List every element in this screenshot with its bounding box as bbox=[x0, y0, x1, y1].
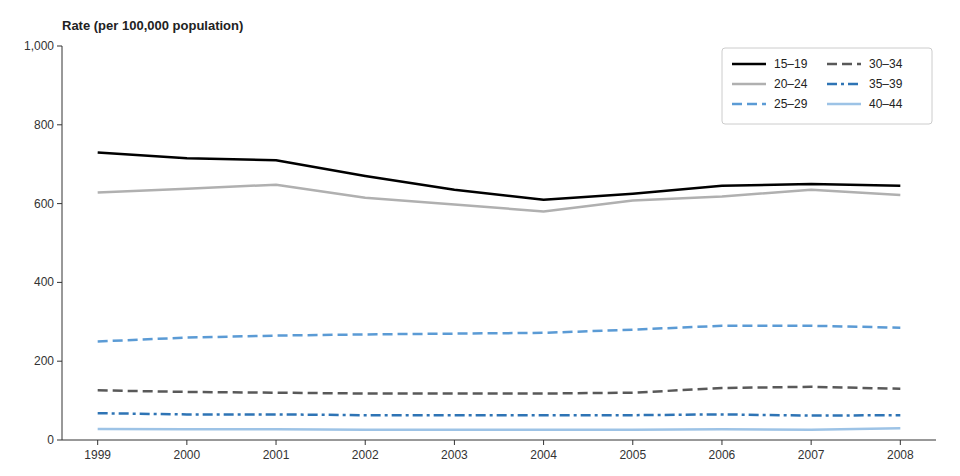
x-tick bbox=[97, 440, 98, 445]
x-tick-label: 2005 bbox=[619, 448, 646, 462]
series-line bbox=[98, 413, 901, 415]
legend-frame bbox=[722, 48, 932, 124]
series-line bbox=[98, 326, 901, 342]
y-axis-line bbox=[62, 46, 63, 440]
y-tick-label: 800 bbox=[34, 118, 54, 132]
legend-label: 35–39 bbox=[869, 77, 903, 91]
x-tick-label: 2006 bbox=[709, 448, 736, 462]
x-tick bbox=[454, 440, 455, 445]
x-tick-label: 2003 bbox=[441, 448, 468, 462]
y-tick-label: 0 bbox=[47, 433, 54, 447]
legend-swatch bbox=[827, 63, 861, 66]
y-tick bbox=[57, 203, 62, 204]
chart: 0 200 400 600 800 1,000 1999 2000 2001 2002 2003 20… bbox=[0, 0, 960, 476]
legend-swatch bbox=[827, 83, 861, 86]
x-axis-line bbox=[62, 440, 936, 441]
x-tick-label: 2000 bbox=[174, 448, 201, 462]
lines bbox=[98, 152, 901, 429]
y-tick-label: 600 bbox=[34, 197, 54, 211]
legend-label: 20–24 bbox=[774, 77, 808, 91]
x-tick bbox=[632, 440, 633, 445]
x-tick bbox=[276, 440, 277, 445]
series-line bbox=[98, 387, 901, 394]
legend: 15–19 20–24 25–29 30–34 35–39 40–44 bbox=[722, 48, 932, 124]
legend-swatch bbox=[732, 63, 766, 66]
legend-label: 25–29 bbox=[774, 97, 808, 111]
x-tick bbox=[543, 440, 544, 445]
legend-swatch bbox=[732, 103, 766, 106]
x-tick-label: 2004 bbox=[530, 448, 557, 462]
legend-label: 40–44 bbox=[869, 97, 903, 111]
x-tick-label: 2008 bbox=[887, 448, 914, 462]
legend-swatch bbox=[732, 83, 766, 86]
series-line bbox=[98, 185, 901, 212]
legend-label: 30–34 bbox=[869, 57, 903, 71]
x-tick-label: 2001 bbox=[263, 448, 290, 462]
x-tick bbox=[900, 440, 901, 445]
axes: 0 200 400 600 800 1,000 1999 2000 2001 2002 2003 20… bbox=[24, 39, 936, 462]
series-line bbox=[98, 428, 901, 430]
y-axis-label: Rate (per 100,000 population) bbox=[62, 18, 243, 33]
x-tick-label: 2002 bbox=[352, 448, 379, 462]
x-tick bbox=[811, 440, 812, 445]
y-tick bbox=[57, 46, 62, 47]
x-tick bbox=[365, 440, 366, 445]
y-tick bbox=[57, 124, 62, 125]
y-tick-label: 1,000 bbox=[24, 39, 54, 53]
x-tick-label: 2007 bbox=[798, 448, 825, 462]
x-tick bbox=[721, 440, 722, 445]
y-tick-label: 400 bbox=[34, 275, 54, 289]
legend-label: 15–19 bbox=[774, 57, 808, 71]
y-tick bbox=[57, 361, 62, 362]
y-tick bbox=[57, 282, 62, 283]
x-tick-label: 1999 bbox=[84, 448, 111, 462]
y-tick-label: 200 bbox=[34, 354, 54, 368]
y-tick bbox=[57, 440, 62, 441]
x-tick bbox=[186, 440, 187, 445]
legend-swatch bbox=[827, 103, 861, 106]
